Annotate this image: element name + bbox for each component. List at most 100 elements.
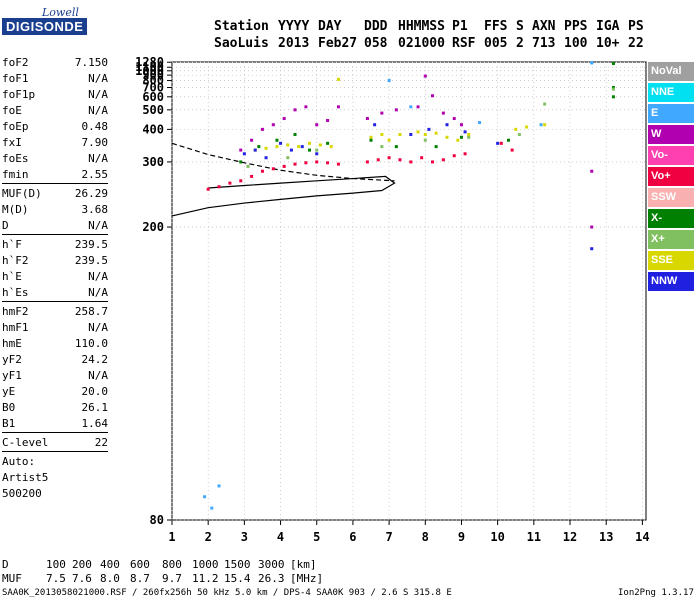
footer-value: 8.7 (130, 572, 150, 585)
echo-point (239, 148, 243, 152)
param-name: foF2 (2, 56, 29, 69)
param-row: D N/A (2, 218, 108, 234)
param-row: yE 20.0 (2, 384, 108, 400)
auto-line: 500200 (2, 487, 42, 500)
plot-area (171, 61, 647, 521)
param-name: hmE (2, 337, 22, 350)
footer-value: 8.0 (100, 572, 120, 585)
echo-point (409, 105, 413, 109)
y-tick-label: 400 (142, 122, 164, 136)
echo-point (315, 148, 319, 152)
echo-point (279, 141, 283, 145)
footer-value: 1500 (224, 558, 251, 571)
echo-point (326, 161, 330, 165)
auto-line: Artist5 (2, 471, 49, 484)
param-name: hmF1 (2, 321, 29, 334)
echo-point (434, 145, 438, 149)
echo-point (260, 169, 264, 173)
y-tick-label: 900 (142, 68, 164, 82)
param-row: foF2 7.150 (2, 55, 108, 71)
header-label-6: FFS (484, 19, 508, 34)
param-row: yF2 24.2 (2, 352, 108, 368)
param-value: 24.2 (81, 353, 109, 366)
echo-point (203, 495, 207, 499)
param-value: N/A (88, 219, 108, 232)
echo-point (239, 179, 243, 183)
echo-point (373, 123, 377, 127)
param-value: 258.7 (74, 305, 108, 318)
footer-info: SAA0K_2013058021000.RSF / 260fx256h 50 k… (2, 588, 452, 598)
echo-point (441, 158, 445, 162)
scaled-parameters-panel: foF2 7.150 foF1 N/A foF1p N/A foE N/A foEp 0.48 fx… (2, 55, 108, 502)
echo-point (264, 146, 268, 150)
echo-point (590, 169, 594, 173)
param-name: foEs (2, 152, 29, 165)
echo-point (420, 156, 424, 160)
echo-point (282, 117, 286, 121)
auto-line: Auto: (2, 455, 36, 468)
param-row: fxI 7.90 (2, 135, 108, 151)
footer-value: 11.2 (192, 572, 219, 585)
param-name: fmin (2, 168, 29, 181)
echo-point (315, 160, 319, 164)
param-name: yE (2, 385, 16, 398)
x-tick-label: 7 (385, 530, 392, 544)
legend: NoVal NNE E W Vo- Vo+ SSW X- X+ SSE NNW (648, 62, 694, 293)
echo-point (365, 117, 369, 121)
x-tick-label: 12 (563, 530, 577, 544)
param-divider (2, 451, 108, 452)
param-value: 22 (94, 436, 108, 449)
echo-point (329, 145, 333, 149)
echo-point (282, 164, 286, 168)
echo-point (326, 118, 330, 122)
echo-point (304, 161, 308, 165)
echo-point (394, 145, 398, 149)
x-tick-label: 3 (241, 530, 248, 544)
echo-point (423, 74, 427, 78)
param-row: h`Es N/A (2, 285, 108, 301)
param-name: h`F (2, 238, 22, 251)
y-tick-label: 600 (142, 90, 164, 104)
x-tick-label: 14 (635, 530, 649, 544)
x-tick-label: 2 (205, 530, 212, 544)
echo-point (217, 185, 221, 189)
param-value: N/A (88, 321, 108, 334)
echo-point (246, 164, 250, 168)
header-value-9: 100 (564, 36, 588, 51)
echo-point (590, 61, 594, 65)
echo-point (271, 167, 275, 171)
param-name: B0 (2, 401, 16, 414)
echo-point (507, 138, 511, 142)
echo-point (409, 133, 413, 137)
echo-point (539, 123, 543, 127)
echo-point (496, 141, 500, 145)
echo-point (478, 121, 482, 125)
echo-point (242, 152, 246, 156)
footer-value: 3000 (258, 558, 285, 571)
x-tick-label: 10 (490, 530, 504, 544)
echo-point (452, 154, 456, 158)
param-name: foF1p (2, 88, 36, 101)
header-label-1: YYYY (278, 19, 310, 34)
param-value: N/A (88, 72, 108, 85)
echo-point (409, 160, 413, 164)
echo-point (250, 138, 254, 142)
echo-point (398, 158, 402, 162)
echo-point (459, 123, 463, 127)
echo-point (275, 145, 279, 149)
legend-item-vo: Vo- (648, 146, 694, 165)
footer-value: 7.5 (46, 572, 66, 585)
param-value: 26.29 (74, 187, 108, 200)
footer-value: 600 (130, 558, 150, 571)
header-label-11: PS (628, 19, 644, 34)
echo-point (467, 135, 471, 139)
echo-point (456, 138, 460, 142)
footer-value: 9.7 (162, 572, 182, 585)
param-value: 239.5 (74, 254, 108, 267)
legend-item-noval: NoVal (648, 62, 694, 81)
echo-point (434, 131, 438, 135)
x-tick-label: 11 (527, 530, 541, 544)
param-name: h`F2 (2, 254, 29, 267)
footer-label: D (2, 558, 9, 571)
